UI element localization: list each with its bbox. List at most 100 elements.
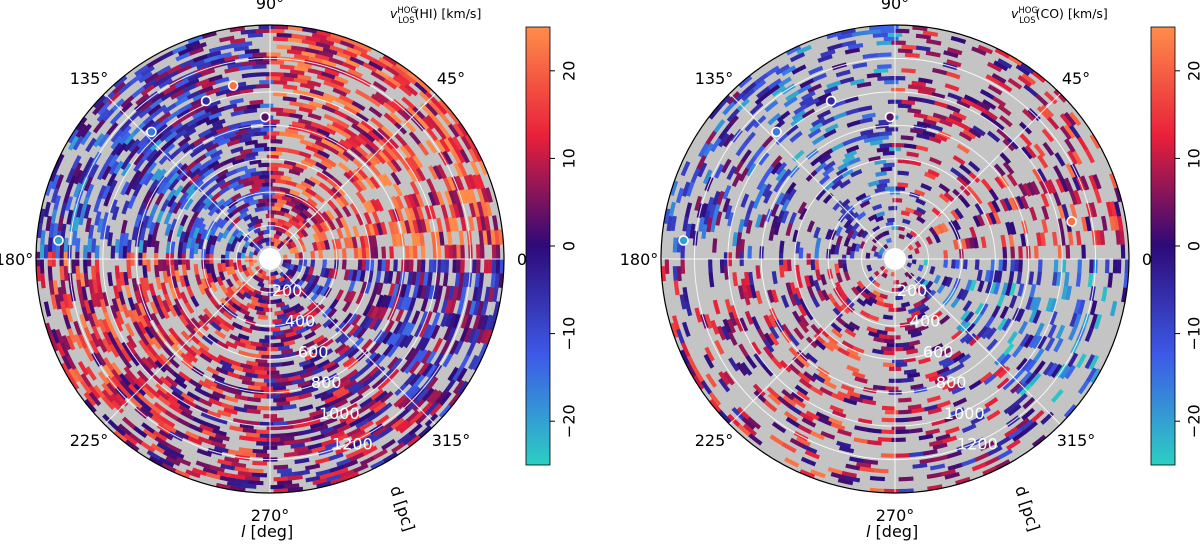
data-cell [310,251,315,259]
data-cell [448,245,453,259]
data-cell [456,245,461,259]
data-cell [496,258,501,273]
data-cell [263,307,272,312]
data-cell [40,259,45,274]
data-cell [119,246,124,260]
data-cell [122,246,127,260]
data-cell [358,259,363,271]
data-cell [891,76,905,80]
data-cell [899,476,914,481]
data-cell [270,186,281,191]
data-cell [162,259,167,271]
source-marker [261,113,270,122]
data-cell [892,143,905,147]
data-cell [253,437,267,442]
data-cell [887,343,899,348]
angular-tick-label: 180° [620,250,659,269]
angular-tick-label: 45° [437,69,465,88]
data-cell [884,339,895,344]
data-cell [1010,246,1015,259]
data-cell [421,245,426,259]
data-cell [894,29,909,34]
center-hole [884,248,906,270]
data-cell [484,258,489,273]
data-cell [460,258,465,273]
data-cell [1002,247,1007,259]
data-cell [1018,259,1023,272]
data-cell [884,80,898,84]
data-cell [158,259,163,271]
data-cell [456,259,461,273]
data-cell [267,394,280,399]
radial-tick-label: 400 [910,312,941,331]
data-cell [413,245,418,259]
data-cell [876,41,891,46]
data-cell [892,198,902,203]
data-cell [258,351,270,356]
data-cell [895,429,909,434]
data-cell [440,259,445,273]
data-cell [342,259,347,270]
data-cell [270,485,285,490]
data-cell [472,258,477,273]
data-cell [1081,245,1086,259]
data-cell [257,374,270,379]
data-cell [263,206,272,211]
angular-tick-label: 225° [70,431,109,450]
data-cell [267,167,279,172]
data-cell [263,230,270,235]
radial-tick-label: 1000 [319,404,360,423]
data-cell [866,252,871,259]
data-cell [943,250,948,259]
colorbar-tick-label: −10 [1185,317,1200,351]
data-cell [882,418,896,423]
data-cell [322,259,327,269]
angular-tick-label: 315° [432,431,471,450]
data-cell [266,52,281,56]
data-cell [963,259,968,270]
source-marker [147,127,156,136]
source-marker [54,236,63,245]
data-cell [452,245,457,259]
angular-tick-label: 90° [881,0,909,13]
data-cell [665,259,670,274]
radial-tick-label: 600 [298,342,329,361]
data-cell [492,244,497,259]
data-cell [409,259,414,272]
source-marker [772,127,781,136]
data-cell [409,246,414,259]
data-cell [1038,259,1043,273]
data-cell [377,259,382,271]
data-cell [260,327,271,332]
colorbar-tick-label: 0 [560,241,579,251]
angular-tick-label: 135° [70,69,109,88]
data-cell [814,248,819,259]
data-cell [40,245,45,260]
data-cell [1034,246,1039,259]
data-cell [880,29,895,34]
data-cell [895,418,909,423]
data-cell [257,406,271,411]
data-cell [885,410,899,414]
data-cell [891,41,906,45]
center-hole [259,248,281,270]
data-cell [268,210,277,215]
data-cell [681,259,686,274]
data-cell [1002,259,1007,271]
data-cell [259,339,270,344]
data-cell [256,84,270,89]
data-cell [269,29,284,34]
data-cell [883,151,895,156]
data-cell [270,374,283,379]
x-axis-label: l [deg] [866,522,918,541]
data-cell [83,245,88,259]
colorbar-tick-label: −10 [560,317,579,351]
data-cell [270,175,281,180]
data-cell [882,406,896,411]
data-cell [877,64,892,69]
source-marker [202,96,211,105]
angular-tick-label: 180° [0,250,33,269]
colorbar-tick-label: 20 [1185,61,1200,81]
